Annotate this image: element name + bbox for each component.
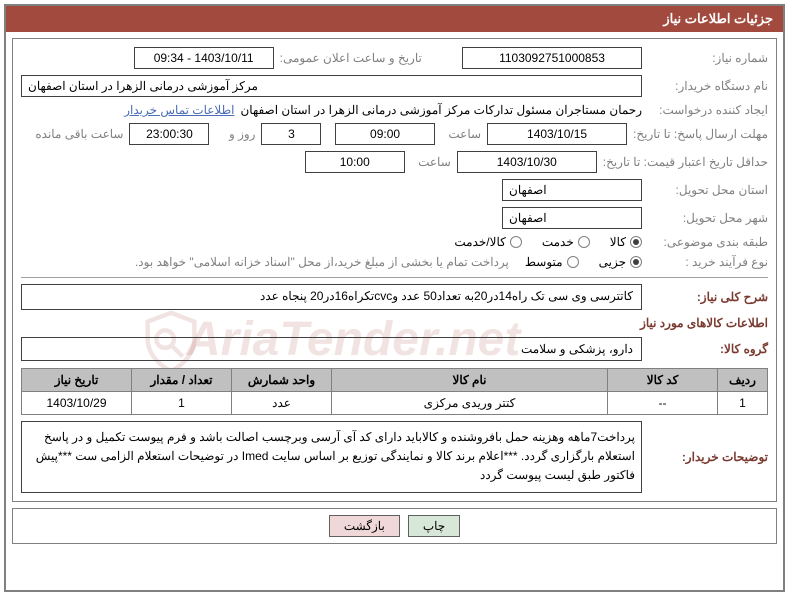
radio-minor-icon	[630, 256, 642, 268]
goods-group-value: دارو، پزشکی و سلامت	[21, 337, 642, 361]
radio-service[interactable]: خدمت	[542, 235, 590, 249]
need-number-value: 1103092751000853	[462, 47, 642, 69]
city-value: اصفهان	[502, 207, 642, 229]
separator	[21, 277, 768, 278]
goods-group-label: گروه کالا:	[648, 342, 768, 356]
td-unit: عدد	[232, 392, 332, 415]
panel-header: جزئیات اطلاعات نیاز	[6, 6, 783, 32]
radio-goods-service[interactable]: کالا/خدمت	[454, 235, 521, 249]
province-label: استان محل تحویل:	[648, 183, 768, 197]
table-row: 1 -- کتتر وریدی مرکزی عدد 1 1403/10/29	[22, 392, 768, 415]
th-qty: تعداد / مقدار	[132, 369, 232, 392]
th-unit: واحد شمارش	[232, 369, 332, 392]
goods-table: ردیف کد کالا نام کالا واحد شمارش تعداد /…	[21, 368, 768, 415]
city-label: شهر محل تحویل:	[648, 211, 768, 225]
buyer-notes-label: توضیحات خریدار:	[648, 427, 768, 487]
radio-medium-label: متوسط	[525, 255, 563, 269]
radio-service-label: خدمت	[542, 235, 574, 249]
td-qty: 1	[132, 392, 232, 415]
days-and-label: روز و	[215, 127, 255, 141]
radio-goods-service-label: کالا/خدمت	[454, 235, 505, 249]
radio-goods-service-icon	[510, 236, 522, 248]
payment-note: پرداخت تمام یا بخشی از مبلغ خرید،از محل …	[135, 255, 509, 269]
radio-minor[interactable]: جزیی	[599, 255, 642, 269]
hour-label-1: ساعت	[441, 127, 481, 141]
radio-service-icon	[578, 236, 590, 248]
td-date: 1403/10/29	[22, 392, 132, 415]
announce-datetime-value: 1403/10/11 - 09:34	[134, 47, 274, 69]
td-row: 1	[718, 392, 768, 415]
response-deadline-label: مهلت ارسال پاسخ: تا تاریخ:	[633, 127, 768, 141]
panel-title: جزئیات اطلاعات نیاز	[663, 11, 773, 26]
remaining-time-value: 23:00:30	[129, 123, 209, 145]
th-row: ردیف	[718, 369, 768, 392]
remaining-label: ساعت باقی مانده	[35, 127, 123, 141]
radio-medium[interactable]: متوسط	[525, 255, 579, 269]
response-time-value: 09:00	[335, 123, 435, 145]
radio-minor-label: جزیی	[599, 255, 626, 269]
category-radio-group: کالا خدمت کالا/خدمت	[454, 235, 642, 249]
response-date-value: 1403/10/15	[487, 123, 627, 145]
requester-label: ایجاد کننده درخواست:	[648, 103, 768, 117]
th-code: کد کالا	[608, 369, 718, 392]
button-bar: چاپ بازگشت	[12, 508, 777, 544]
radio-goods-label: کالا	[610, 235, 626, 249]
td-code: --	[608, 392, 718, 415]
need-desc-value: کاتترسی وی سی تک راه14در20به تعداد50 عدد…	[21, 284, 642, 310]
buyer-contact-link[interactable]: اطلاعات تماس خریدار	[124, 103, 234, 117]
td-name: کتتر وریدی مرکزی	[332, 392, 608, 415]
radio-goods-icon	[630, 236, 642, 248]
validity-time-value: 10:00	[305, 151, 405, 173]
announce-datetime-label: تاریخ و ساعت اعلان عمومی:	[280, 51, 422, 65]
need-desc-label: شرح کلی نیاز:	[648, 290, 768, 304]
th-date: تاریخ نیاز	[22, 369, 132, 392]
process-radio-group: جزیی متوسط	[525, 255, 642, 269]
requester-value: رحمان مستاجران مسئول تدارکات مرکز آموزشی…	[240, 103, 642, 117]
buyer-notes-value: پرداخت7ماهه وهزینه حمل بافروشنده و کالاب…	[21, 421, 642, 493]
buyer-org-value: مرکز آموزشی درمانی الزهرا در استان اصفها…	[21, 75, 642, 97]
buyer-org-label: نام دستگاه خریدار:	[648, 79, 768, 93]
need-number-label: شماره نیاز:	[648, 51, 768, 65]
process-label: نوع فرآیند خرید :	[648, 255, 768, 269]
th-name: نام کالا	[332, 369, 608, 392]
main-fieldset: شماره نیاز: 1103092751000853 تاریخ و ساع…	[12, 38, 777, 502]
radio-goods[interactable]: کالا	[610, 235, 642, 249]
price-validity-label: حداقل تاریخ اعتبار قیمت: تا تاریخ:	[603, 155, 768, 169]
goods-info-title: اطلاعات کالاهای مورد نیاز	[21, 316, 768, 330]
province-value: اصفهان	[502, 179, 642, 201]
back-button[interactable]: بازگشت	[329, 515, 400, 537]
table-header-row: ردیف کد کالا نام کالا واحد شمارش تعداد /…	[22, 369, 768, 392]
category-label: طبقه بندی موضوعی:	[648, 235, 768, 249]
radio-medium-icon	[567, 256, 579, 268]
validity-date-value: 1403/10/30	[457, 151, 597, 173]
hour-label-2: ساعت	[411, 155, 451, 169]
remaining-days-value: 3	[261, 123, 321, 145]
print-button[interactable]: چاپ	[408, 515, 460, 537]
